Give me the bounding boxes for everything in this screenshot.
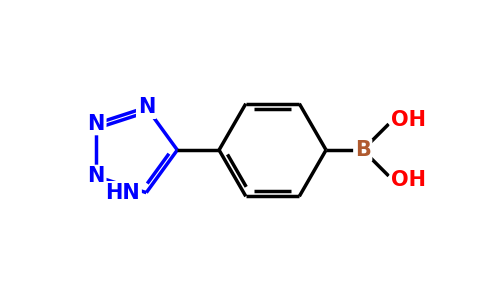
Text: OH: OH bbox=[391, 110, 426, 130]
Text: OH: OH bbox=[391, 170, 426, 190]
Text: HN: HN bbox=[106, 183, 140, 202]
Text: N: N bbox=[137, 98, 155, 117]
Text: N: N bbox=[88, 114, 105, 134]
Text: N: N bbox=[88, 167, 105, 186]
Text: B: B bbox=[355, 140, 371, 160]
